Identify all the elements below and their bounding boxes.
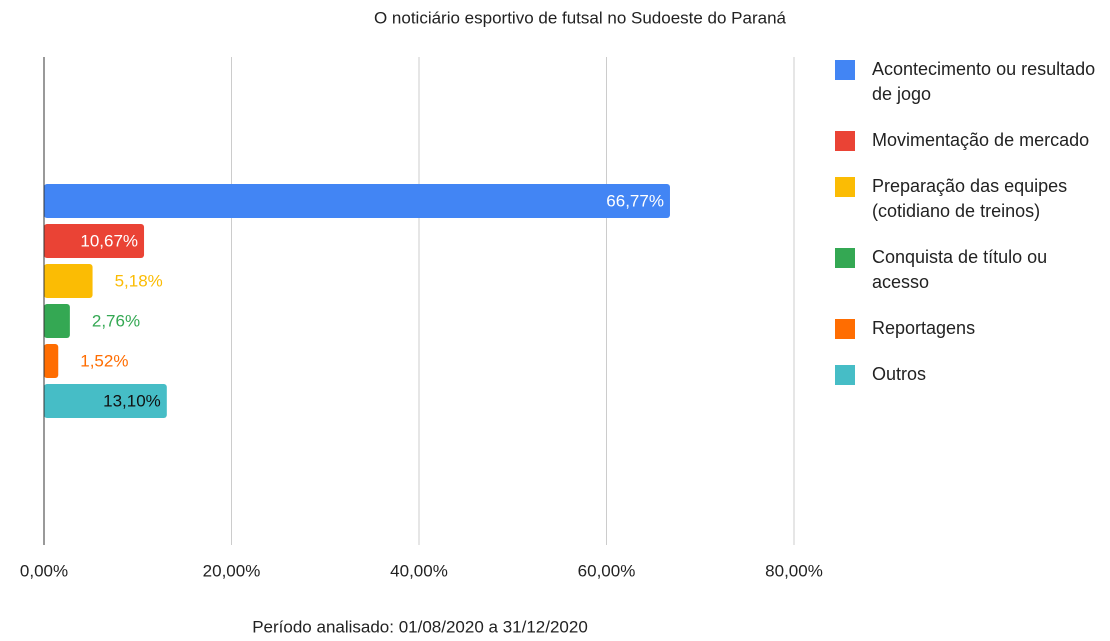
bar — [44, 384, 167, 418]
value-label: 1,52% — [80, 351, 128, 370]
legend-label: Conquista de título ou acesso — [872, 247, 1048, 292]
x-tick-label: 80,00% — [765, 561, 823, 580]
legend-item: Reportagens — [835, 316, 1105, 341]
legend-swatch — [835, 365, 855, 385]
value-label: 2,76% — [92, 311, 140, 330]
value-label: 66,77% — [606, 191, 664, 210]
legend-swatch — [835, 319, 855, 339]
x-tick-label: 60,00% — [578, 561, 636, 580]
legend-swatch — [835, 131, 855, 151]
bar — [44, 264, 93, 298]
bar — [44, 184, 670, 218]
legend-swatch — [835, 248, 855, 268]
x-tick-label: 0,00% — [20, 561, 68, 580]
legend-item: Acontecimento ou resultado de jogo — [835, 57, 1105, 107]
x-axis-title: Período analisado: 01/08/2020 a 31/12/20… — [252, 617, 588, 636]
chart-title: O noticiário esportivo de futsal no Sudo… — [374, 8, 787, 27]
bar — [44, 344, 59, 378]
legend: Acontecimento ou resultado de jogo Movime… — [835, 57, 1105, 387]
legend-item: Conquista de título ou acesso — [835, 245, 1105, 295]
legend-item: Outros — [835, 362, 1105, 387]
value-label: 10,67% — [80, 231, 138, 250]
legend-item: Preparação das equipes (cotidiano de tre… — [835, 174, 1105, 224]
x-tick-label: 20,00% — [203, 561, 261, 580]
legend-item: Movimentação de mercado — [835, 128, 1105, 153]
value-label: 5,18% — [115, 271, 163, 290]
bar — [44, 304, 70, 338]
x-tick-label: 40,00% — [390, 561, 448, 580]
legend-label: Reportagens — [872, 318, 976, 338]
value-label: 13,10% — [103, 391, 161, 410]
bar — [44, 224, 145, 258]
legend-label: Outros — [872, 364, 927, 384]
legend-label: Preparação das equipes (cotidiano de tre… — [872, 176, 1068, 221]
legend-swatch — [835, 177, 855, 197]
legend-label: Acontecimento ou resultado de jogo — [872, 59, 1096, 104]
legend-swatch — [835, 60, 855, 80]
legend-label: Movimentação de mercado — [872, 130, 1090, 150]
